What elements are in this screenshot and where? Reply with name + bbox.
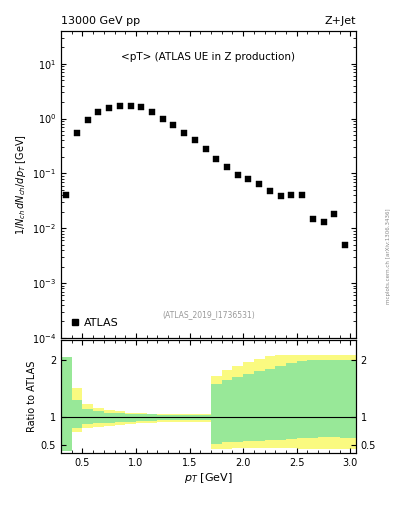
Text: <pT> (ATLAS UE in Z production): <pT> (ATLAS UE in Z production) (121, 52, 295, 62)
Text: mcplots.cern.ch [arXiv:1306.3436]: mcplots.cern.ch [arXiv:1306.3436] (386, 208, 391, 304)
X-axis label: $p_T$ [GeV]: $p_T$ [GeV] (184, 471, 233, 485)
Y-axis label: $1/N_{ch}\,dN_{ch}/dp_T$ [GeV]: $1/N_{ch}\,dN_{ch}/dp_T$ [GeV] (14, 134, 28, 235)
Text: 13000 GeV pp: 13000 GeV pp (61, 16, 140, 26)
Y-axis label: Ratio to ATLAS: Ratio to ATLAS (26, 361, 37, 433)
Legend: ATLAS: ATLAS (66, 313, 123, 332)
Text: (ATLAS_2019_I1736531): (ATLAS_2019_I1736531) (162, 310, 255, 319)
Text: Z+Jet: Z+Jet (324, 16, 356, 26)
